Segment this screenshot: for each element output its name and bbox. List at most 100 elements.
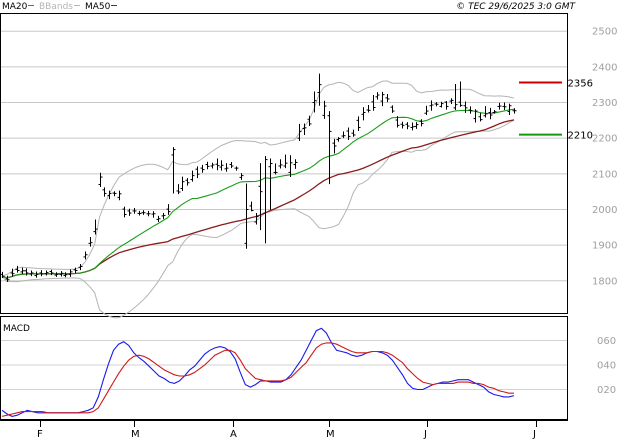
- ohlc-bar: [200, 164, 205, 173]
- ohlc-bar: [312, 91, 317, 113]
- price-y-axis: 1800 1900 2000 2100 2200 2300 2400 2500: [592, 27, 617, 288]
- ohlc-bar: [44, 270, 49, 276]
- ohlc-bar: [434, 102, 439, 107]
- macd-title: MACD: [3, 324, 30, 334]
- price-tick-label: 2200: [592, 134, 617, 145]
- ohlc-bar: [127, 208, 132, 216]
- ohlc-bar: [356, 116, 361, 132]
- legend-bbands: BBands: [39, 2, 73, 12]
- ma50-line: [1, 119, 515, 279]
- ohlc-bar: [93, 219, 98, 235]
- ohlc-bar: [512, 108, 517, 114]
- ohlc-bar: [59, 271, 64, 277]
- ohlc-bar: [0, 271, 5, 278]
- price-tick-label: 1900: [592, 241, 617, 252]
- ohlc-bar: [375, 92, 380, 100]
- price-grid: [1, 30, 567, 282]
- ohlc-bars: [0, 73, 517, 282]
- ohlc-bar: [190, 170, 195, 182]
- ohlc-bar: [366, 105, 371, 113]
- ohlc-bar: [297, 123, 302, 142]
- ohlc-bar: [258, 163, 263, 231]
- ohlc-bar: [419, 119, 424, 127]
- ohlc-bar: [405, 122, 410, 130]
- ohlc-bar: [424, 105, 429, 115]
- chart-legend: MA20 BBands MA50 © TEC 29/6/2025 3:0 GMT: [2, 2, 577, 12]
- legend-ma50: MA50: [85, 2, 111, 12]
- ohlc-bar: [278, 159, 283, 169]
- price-tick-label: 2300: [592, 98, 617, 109]
- ohlc-bar: [502, 102, 507, 111]
- ohlc-bar: [444, 101, 449, 110]
- bband-upper-line: [1, 80, 515, 277]
- ohlc-bar: [249, 201, 254, 212]
- ohlc-bar: [497, 102, 502, 110]
- ohlc-bar: [171, 147, 176, 194]
- macd-tick-label: 040: [597, 361, 616, 372]
- ohlc-bar: [239, 173, 244, 180]
- ohlc-bar: [385, 93, 390, 103]
- ohlc-bar: [78, 264, 83, 271]
- ohlc-bar: [483, 106, 488, 118]
- ohlc-bar: [98, 172, 103, 188]
- ohlc-bar: [195, 166, 200, 179]
- ohlc-bar: [478, 112, 483, 122]
- ohlc-bar: [429, 100, 434, 111]
- ohlc-bar: [254, 213, 259, 225]
- ohlc-bar: [492, 110, 497, 114]
- month-label: J: [532, 429, 536, 440]
- ohlc-bar: [273, 163, 278, 175]
- macd-line: [1, 327, 515, 417]
- ohlc-bar: [117, 190, 122, 201]
- ohlc-bar: [205, 161, 210, 170]
- ohlc-bar: [112, 191, 117, 197]
- ohlc-bar: [346, 127, 351, 140]
- ohlc-bar: [341, 131, 346, 139]
- ohlc-bar: [137, 210, 142, 216]
- macd-grid: [1, 340, 567, 390]
- ohlc-bar: [210, 162, 215, 169]
- ohlc-bar: [322, 100, 327, 119]
- ohlc-bar: [122, 206, 127, 218]
- bollinger-bands: [1, 80, 515, 319]
- ohlc-bar: [473, 109, 478, 123]
- macd-lines: [1, 327, 515, 417]
- month-label: M: [326, 429, 335, 440]
- macd-panel-frame: [0, 316, 568, 420]
- ohlc-bar: [146, 210, 151, 217]
- ohlc-bar: [380, 91, 385, 107]
- ohlc-bar: [49, 269, 54, 276]
- ma20-line: [1, 108, 515, 279]
- ohlc-bar: [468, 106, 473, 114]
- ohlc-bar: [156, 215, 161, 222]
- ohlc-bar: [453, 83, 458, 111]
- macd-tick-label: 060: [597, 336, 616, 347]
- ohlc-bar: [244, 183, 249, 249]
- ohlc-bar: [439, 101, 444, 108]
- ohlc-bar: [224, 163, 229, 172]
- price-panel-frame: [0, 13, 568, 314]
- ohlc-bar: [507, 103, 512, 115]
- price-tick-label: 2100: [592, 169, 617, 180]
- ohlc-bar: [307, 115, 312, 127]
- ohlc-bar: [15, 265, 20, 273]
- month-label: M: [131, 429, 140, 440]
- ohlc-bar: [458, 81, 463, 107]
- ohlc-bar: [24, 268, 29, 276]
- ohlc-bar: [234, 166, 239, 171]
- month-label: A: [230, 429, 237, 440]
- copyright-label: © TEC 29/6/2025 3:0 GMT: [456, 2, 576, 12]
- ohlc-bar: [102, 187, 107, 197]
- ohlc-bar: [219, 160, 224, 171]
- ohlc-bar: [351, 129, 356, 137]
- ohlc-bar: [336, 137, 341, 142]
- bband-lower-line: [1, 119, 515, 319]
- price-tick-label: 2000: [592, 205, 617, 216]
- ohlc-bar: [414, 122, 419, 129]
- moving-averages: [1, 108, 515, 279]
- macd-y-axis: 020 040 060: [597, 336, 616, 396]
- ohlc-bar: [29, 270, 34, 277]
- ohlc-bar: [327, 111, 332, 185]
- month-label: J: [423, 429, 427, 440]
